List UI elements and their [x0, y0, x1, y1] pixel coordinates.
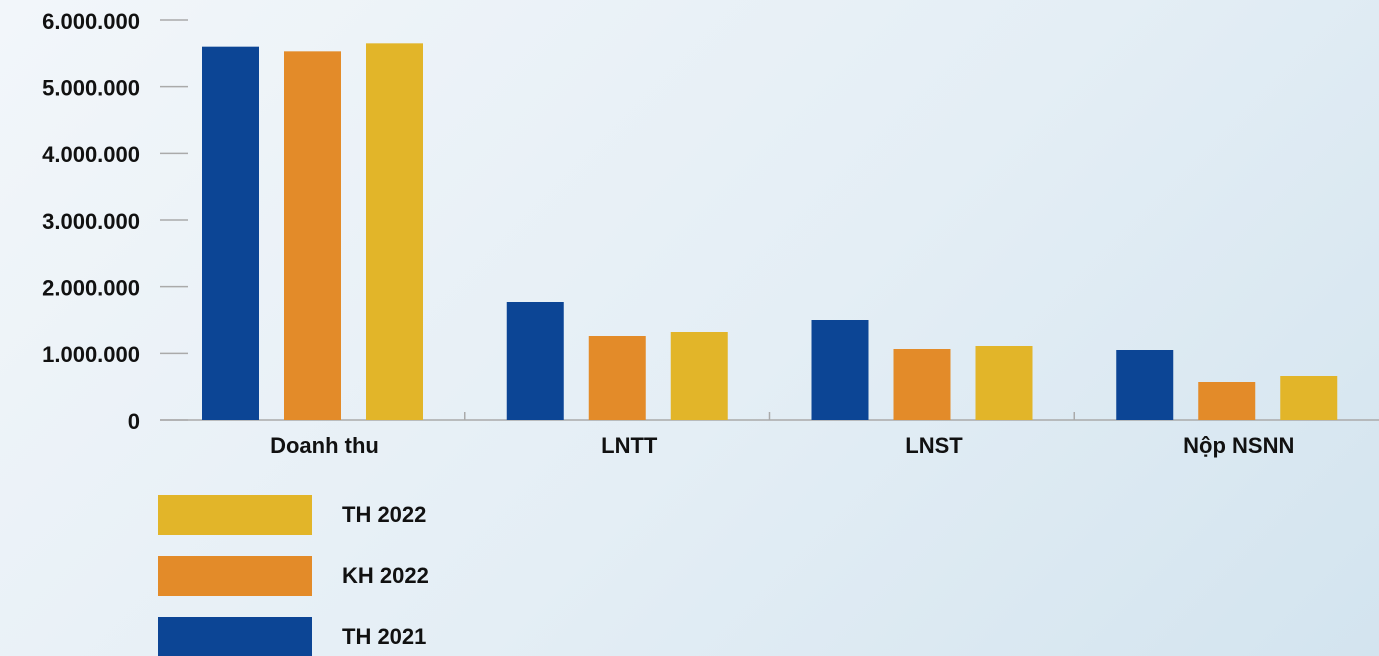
- bar: [893, 349, 951, 420]
- bar: [670, 332, 728, 420]
- legend-label: KH 2022: [342, 563, 429, 588]
- bar: [588, 336, 646, 420]
- y-tick-label: 2.000.000: [42, 275, 140, 300]
- y-tick-label: 6.000.000: [42, 9, 140, 34]
- bar: [811, 320, 869, 420]
- legend-label: TH 2021: [342, 624, 426, 649]
- y-tick-label: 1.000.000: [42, 342, 140, 367]
- y-tick-label: 5.000.000: [42, 75, 140, 100]
- bar: [1280, 376, 1338, 420]
- bar: [202, 46, 259, 421]
- bar: [506, 302, 564, 420]
- y-tick-label: 4.000.000: [42, 142, 140, 167]
- bar: [975, 346, 1033, 420]
- legend-label: TH 2022: [342, 502, 426, 527]
- y-tick-label: 3.000.000: [42, 209, 140, 234]
- x-tick-label: Doanh thu: [270, 433, 379, 458]
- bar: [284, 51, 341, 420]
- bar: [1198, 382, 1256, 420]
- x-tick-label: LNTT: [601, 433, 658, 458]
- x-tick-label: Nộp NSNN: [1183, 433, 1294, 458]
- legend-swatch: [158, 495, 312, 535]
- legend-swatch: [158, 556, 312, 596]
- bar: [1116, 350, 1174, 420]
- x-tick-label: LNST: [905, 433, 963, 458]
- y-tick-label: 0: [128, 409, 140, 434]
- legend-swatch: [158, 617, 312, 656]
- bar: [366, 43, 423, 420]
